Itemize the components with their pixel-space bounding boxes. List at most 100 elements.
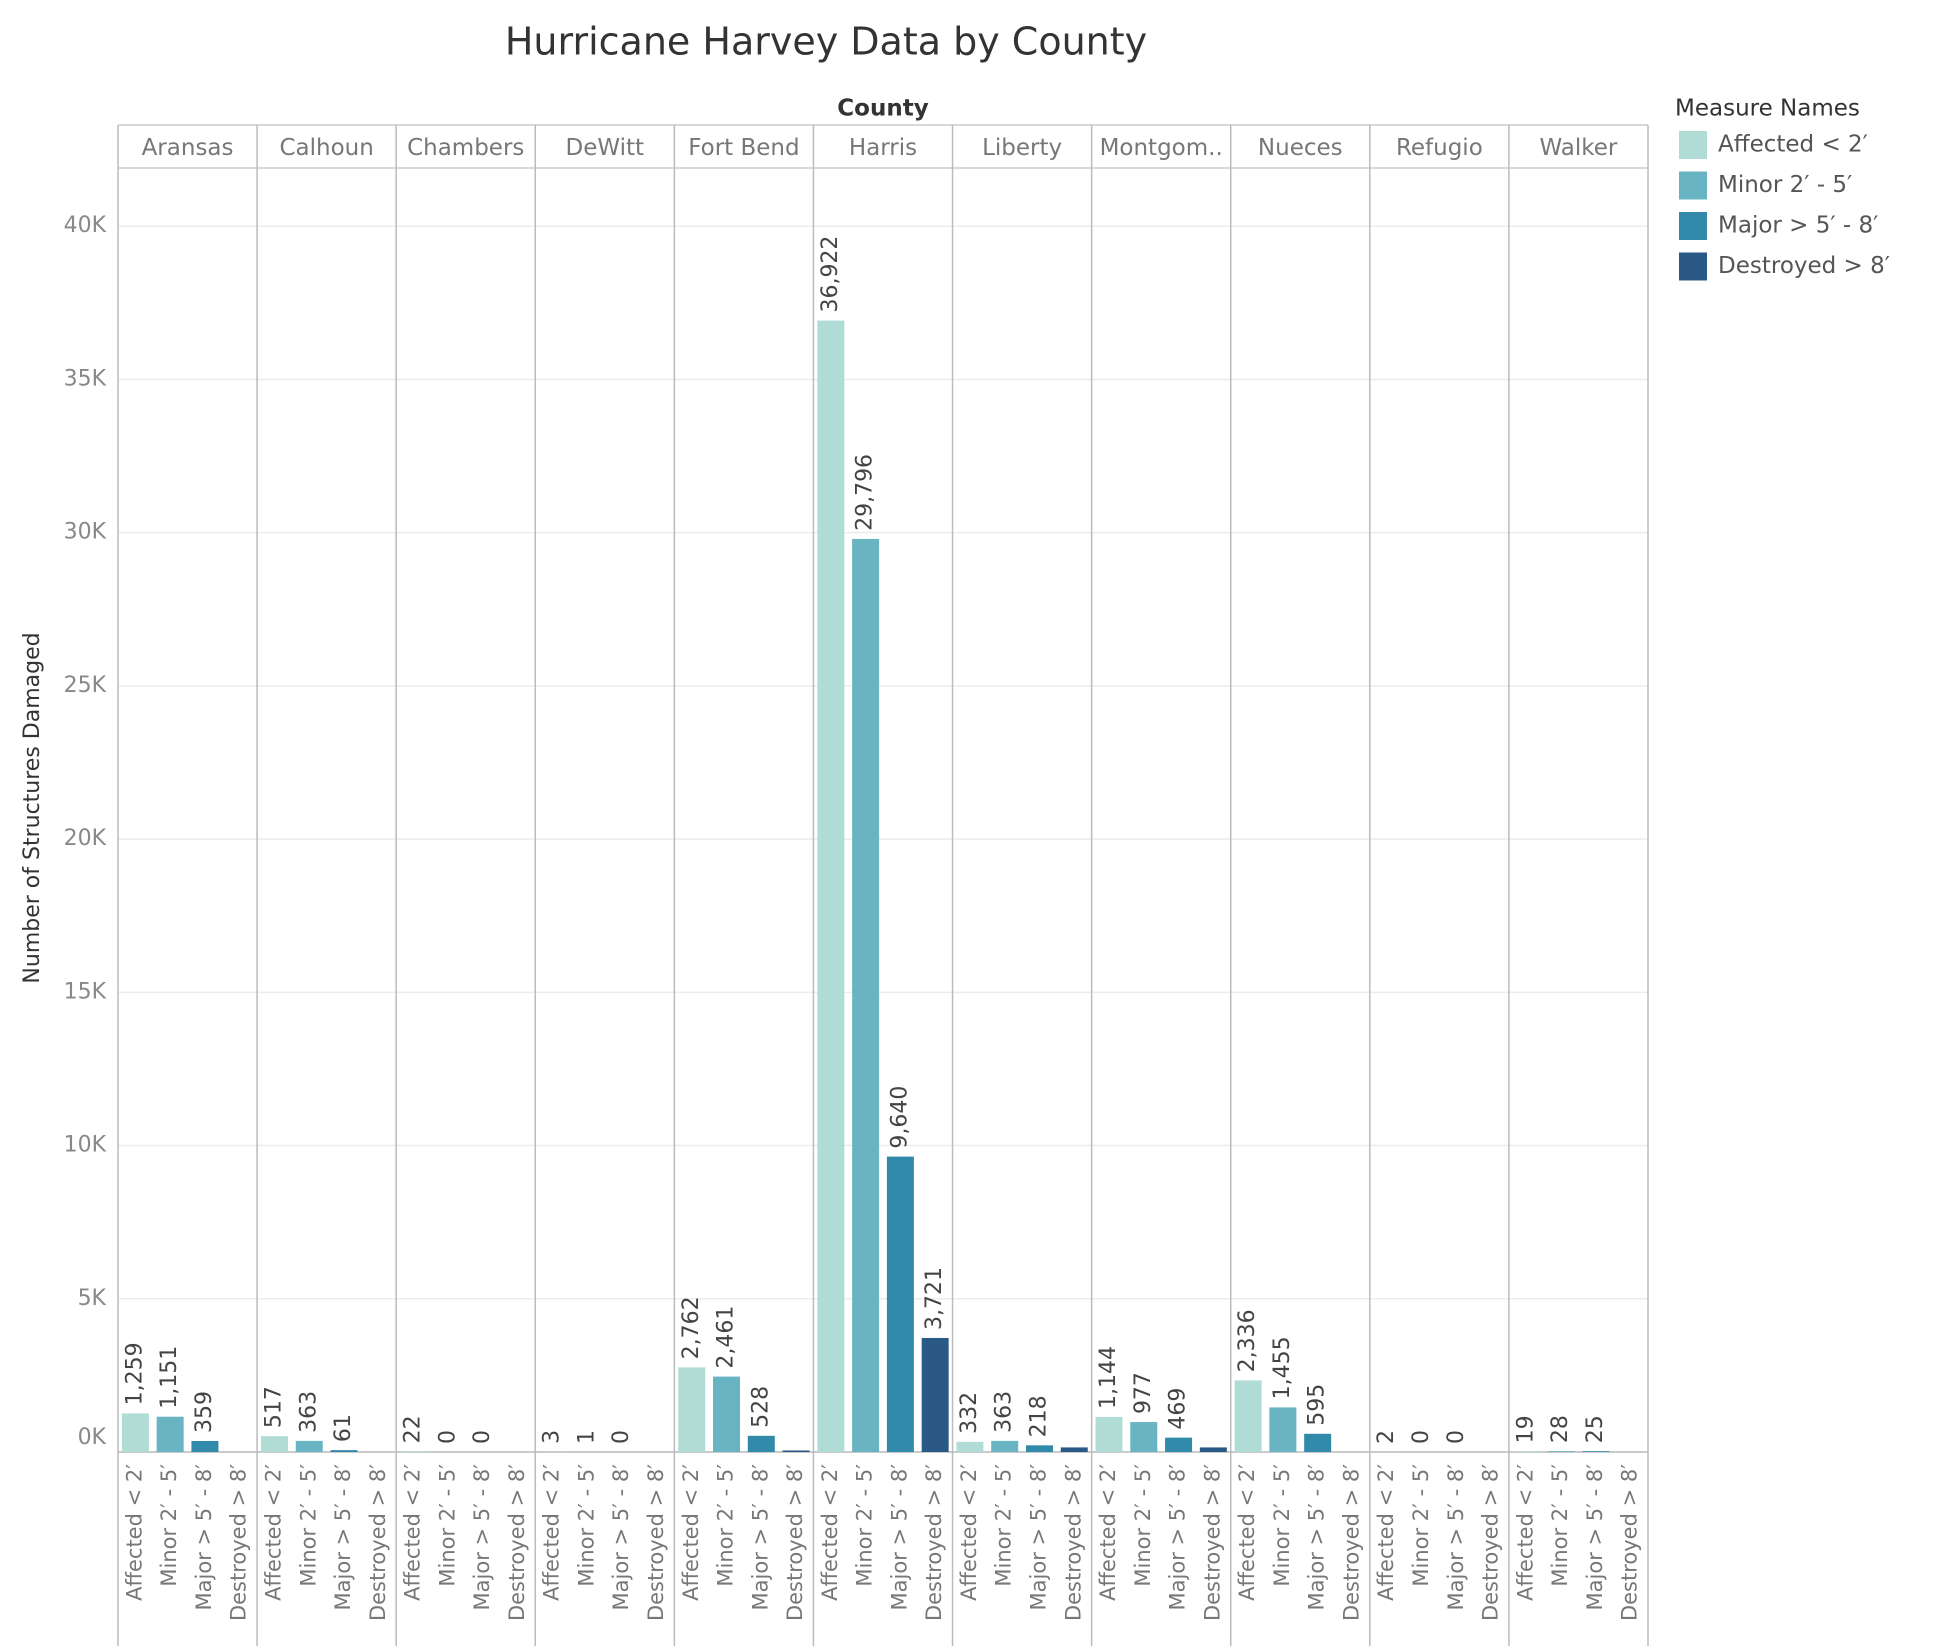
value-label: 3,721 (922, 1267, 947, 1330)
value-label: 1,144 (1096, 1346, 1121, 1409)
value-label: 61 (331, 1414, 356, 1442)
value-label: 517 (261, 1386, 286, 1428)
bar (121, 1413, 149, 1452)
x-tick-label: Major > 5′ - 8′ (331, 1464, 355, 1611)
legend-swatch (1679, 131, 1707, 159)
legend-swatch (1679, 212, 1707, 240)
value-label: 363 (296, 1391, 321, 1433)
bar (1547, 1451, 1575, 1452)
y-tick-label: 35K (64, 366, 107, 391)
chart-title: Hurricane Harvey Data by County (505, 20, 1147, 64)
value-label: 469 (1166, 1388, 1191, 1430)
x-tick-label: Destroyed > 8′ (1618, 1464, 1642, 1621)
value-label: 0 (470, 1430, 495, 1444)
legend-label: Affected < 2′ (1718, 132, 1868, 158)
bar (1060, 1447, 1088, 1452)
x-tick-label: Destroyed > 8′ (227, 1464, 251, 1621)
x-tick-label: Minor 2′ - 5′ (1131, 1464, 1155, 1587)
y-tick-label: 15K (64, 979, 107, 1004)
value-label: 0 (609, 1430, 634, 1444)
value-label: 22 (401, 1415, 426, 1443)
value-label: 218 (1026, 1395, 1051, 1437)
column-header: County (837, 96, 928, 122)
value-label: 0 (1409, 1430, 1434, 1444)
value-label: 9,640 (887, 1086, 912, 1149)
x-tick-label: Minor 2′ - 5′ (714, 1464, 738, 1587)
x-tick-label: Affected < 2′ (1235, 1464, 1259, 1601)
x-tick-label: Major > 5′ - 8′ (1026, 1464, 1050, 1611)
y-axis-label: Number of Structures Damaged (20, 632, 45, 983)
county-label: Walker (1540, 135, 1618, 161)
bar (295, 1440, 323, 1452)
value-label: 1 (574, 1430, 599, 1444)
x-tick-label: Affected < 2′ (1096, 1464, 1120, 1601)
x-tick-label: Major > 5′ - 8′ (748, 1464, 772, 1611)
value-label: 2,336 (1235, 1309, 1260, 1372)
x-tick-label: Minor 2′ - 5′ (296, 1464, 320, 1587)
bar (260, 1436, 288, 1452)
bar (1095, 1416, 1123, 1452)
legend-title: Measure Names (1675, 96, 1860, 122)
value-label: 3 (540, 1430, 565, 1444)
legend-swatch (1679, 252, 1707, 281)
value-label: 1,259 (122, 1342, 147, 1405)
y-tick-label: 25K (64, 673, 107, 698)
x-tick-label: Major > 5′ - 8′ (1305, 1464, 1329, 1611)
county-label: Calhoun (279, 135, 373, 161)
value-label: 1,455 (1270, 1336, 1295, 1399)
x-tick-label: Minor 2′ - 5′ (435, 1464, 459, 1587)
bar (956, 1441, 984, 1452)
x-tick-label: Major > 5′ - 8′ (1444, 1464, 1468, 1611)
x-tick-label: Affected < 2′ (540, 1464, 564, 1601)
bar (991, 1440, 1019, 1452)
x-tick-label: Major > 5′ - 8′ (1166, 1464, 1190, 1611)
bar (921, 1337, 949, 1452)
x-tick-label: Major > 5′ - 8′ (609, 1464, 633, 1611)
county-label: Refugio (1396, 135, 1483, 161)
county-label: Harris (849, 135, 917, 161)
bar (1582, 1451, 1610, 1452)
bar (886, 1156, 914, 1452)
bar (817, 320, 845, 1452)
bar (747, 1435, 775, 1452)
value-label: 977 (1131, 1372, 1156, 1414)
x-tick-label: Affected < 2′ (261, 1464, 285, 1601)
county-label: Aransas (142, 135, 234, 161)
legend-swatch (1679, 171, 1707, 200)
x-tick-label: Minor 2′ - 5′ (853, 1464, 877, 1587)
bar (1304, 1433, 1332, 1452)
county-label: Montgom.. (1100, 135, 1223, 161)
county-label: DeWitt (566, 135, 645, 161)
legend-label: Minor 2′ - 5′ (1718, 172, 1852, 198)
x-tick-label: Destroyed > 8′ (1339, 1464, 1363, 1621)
y-tick-label: 0K (78, 1425, 107, 1450)
county-label: Nueces (1258, 135, 1343, 161)
value-label: 1,151 (157, 1346, 182, 1409)
x-tick-label: Affected < 2′ (957, 1464, 981, 1601)
y-tick-label: 5K (78, 1286, 107, 1311)
bar (678, 1367, 706, 1452)
value-label: 19 (1513, 1415, 1538, 1443)
bar (1130, 1422, 1158, 1452)
county-label: Chambers (407, 135, 524, 161)
x-tick-label: Minor 2′ - 5′ (1409, 1464, 1433, 1587)
bar (1165, 1437, 1193, 1452)
x-tick-label: Affected < 2′ (1374, 1464, 1398, 1601)
x-tick-label: Destroyed > 8′ (644, 1464, 668, 1621)
x-tick-label: Minor 2′ - 5′ (992, 1464, 1016, 1587)
x-tick-label: Destroyed > 8′ (922, 1464, 946, 1621)
x-tick-label: Destroyed > 8′ (505, 1464, 529, 1621)
value-label: 528 (748, 1386, 773, 1428)
value-label: 2,461 (714, 1306, 739, 1369)
bar (1512, 1451, 1540, 1452)
x-tick-label: Major > 5′ - 8′ (192, 1464, 216, 1611)
value-label: 0 (1444, 1430, 1469, 1444)
bar (400, 1451, 428, 1452)
bar (191, 1440, 219, 1452)
x-tick-label: Minor 2′ - 5′ (1270, 1464, 1294, 1587)
county-label: Liberty (982, 135, 1062, 161)
x-tick-label: Minor 2′ - 5′ (574, 1464, 598, 1587)
value-label: 25 (1583, 1415, 1608, 1443)
legend-label: Major > 5′ - 8′ (1718, 213, 1878, 239)
